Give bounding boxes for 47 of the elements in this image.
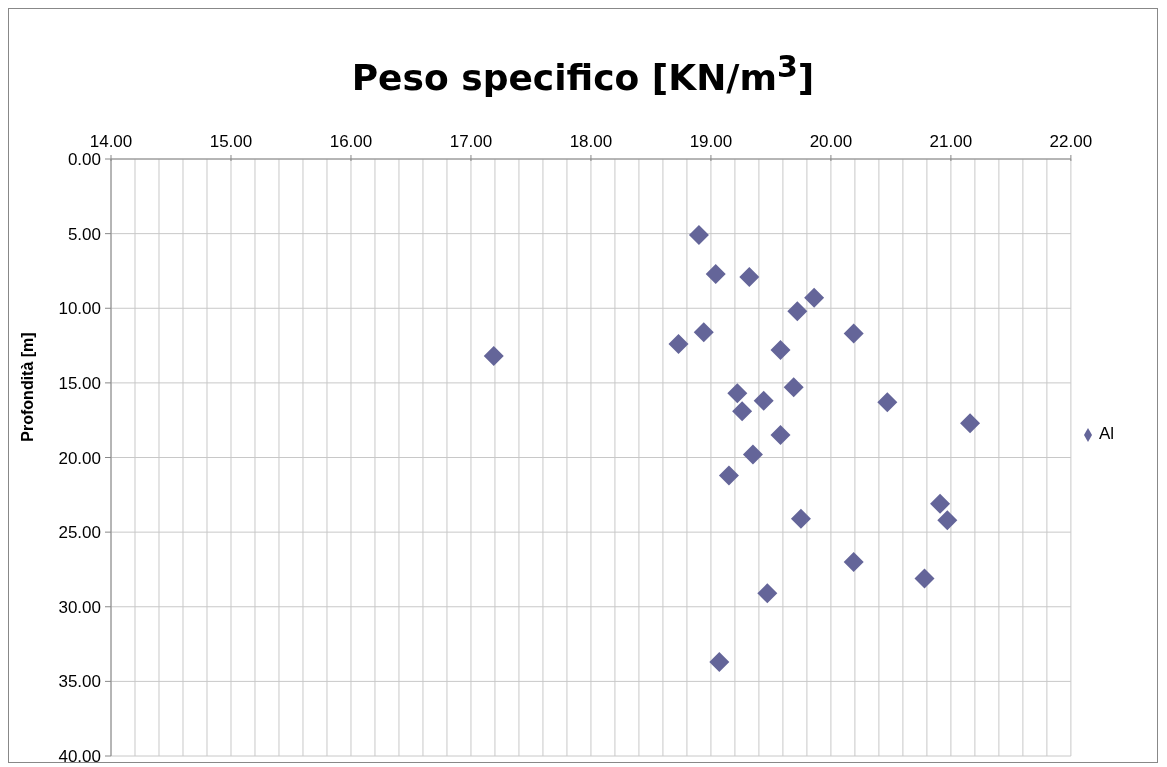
- point: [688, 225, 709, 246]
- point: [930, 493, 951, 514]
- point: [705, 263, 726, 284]
- point: [877, 392, 898, 413]
- point: [739, 266, 760, 287]
- x-tick-label: 22.00: [1049, 132, 1093, 151]
- point: [960, 413, 981, 434]
- point: [770, 340, 791, 361]
- x-tick-label: 21.00: [929, 132, 973, 151]
- point: [783, 377, 804, 398]
- x-tick-label: 15.00: [209, 132, 253, 151]
- y-tick-label: 5.00: [67, 224, 101, 244]
- y-tick-label: 30.00: [58, 597, 101, 617]
- x-tick-label: 20.00: [809, 132, 853, 151]
- point: [709, 651, 730, 672]
- point: [732, 401, 753, 422]
- point: [742, 444, 763, 465]
- point: [727, 383, 748, 404]
- y-tick-label: 25.00: [58, 523, 101, 543]
- point: [937, 510, 958, 531]
- x-tick-label: 14.00: [89, 132, 133, 151]
- point: [718, 465, 739, 486]
- y-tick-label: 35.00: [58, 672, 101, 692]
- y-tick-label: 15.00: [58, 373, 101, 393]
- point: [770, 425, 791, 446]
- point: [787, 301, 808, 322]
- point: [804, 287, 825, 308]
- x-tick-label: 16.00: [329, 132, 373, 151]
- y-tick-label: 0.00: [67, 150, 101, 169]
- legend-label: Al: [1098, 424, 1114, 443]
- point: [668, 334, 689, 355]
- x-tick-label: 17.00: [449, 132, 493, 151]
- y-tick-label: 40.00: [58, 747, 101, 766]
- chart-title: Peso specifico [KN/m$^{3}$]: [350, 48, 816, 99]
- x-tick-label: 19.00: [689, 132, 733, 151]
- point: [843, 551, 864, 572]
- y-tick-label: 20.00: [58, 448, 101, 468]
- point: [483, 346, 504, 367]
- point: [914, 568, 935, 589]
- point: [753, 390, 774, 411]
- point: [843, 323, 864, 344]
- y-axis-title: Profondità [m]: [19, 331, 37, 442]
- x-tick-label: 18.00: [569, 132, 613, 151]
- y-tick-label: 10.00: [58, 299, 101, 319]
- point: [790, 508, 811, 529]
- point: [693, 322, 714, 343]
- point: [757, 583, 778, 604]
